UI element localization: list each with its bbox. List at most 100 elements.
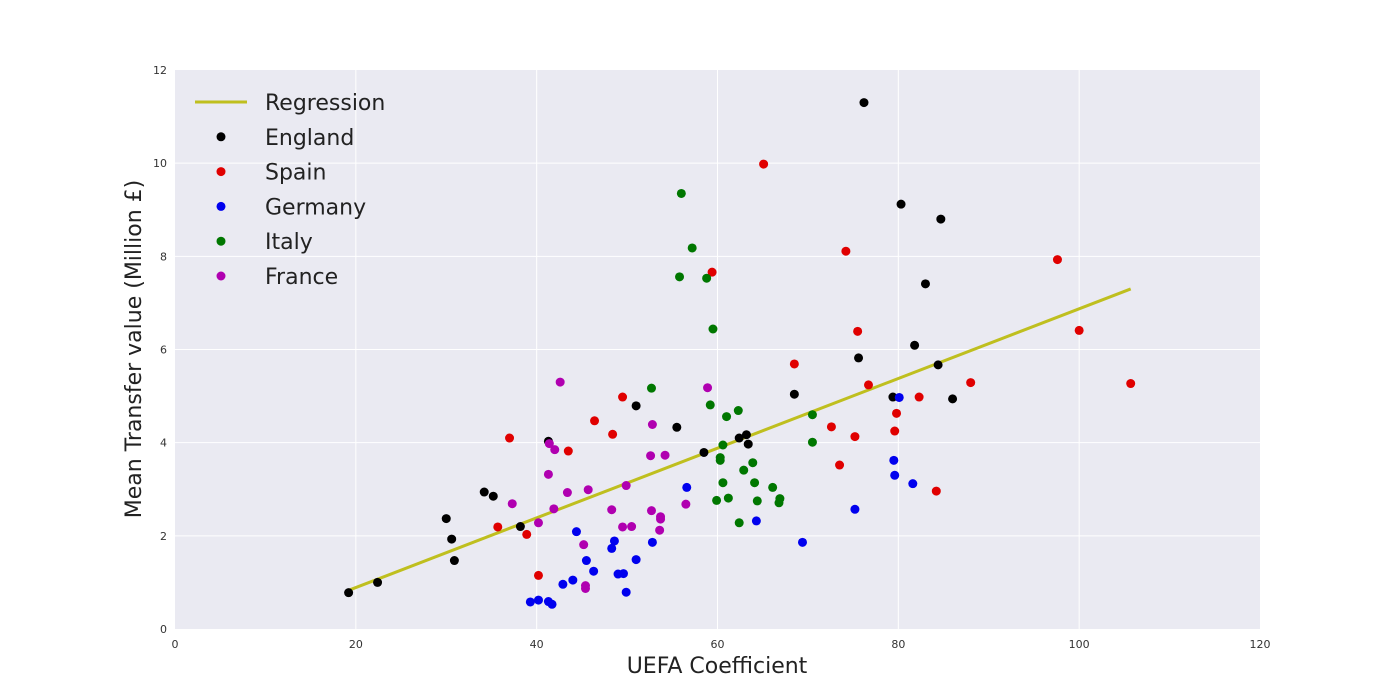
legend-label-england: England [265,126,354,151]
data-point [646,451,656,461]
y-tick-label: 0 [160,623,167,636]
data-point [699,447,709,457]
data-point [705,400,715,410]
legend-swatch-spain [216,167,226,177]
data-point [449,556,459,566]
data-point [718,440,728,450]
data-point [580,583,590,593]
data-point [768,482,778,492]
data-point [558,579,568,589]
legend-swatch-france [216,271,226,281]
x-tick-label: 120 [1250,638,1271,651]
data-point [543,469,553,479]
data-point [734,518,744,528]
data-point [948,394,958,404]
data-point [675,272,685,282]
data-point [627,522,637,532]
y-tick-label: 4 [160,437,167,450]
data-point [631,555,641,565]
data-point [583,485,593,495]
x-axis-title: UEFA Coefficient [627,654,808,679]
data-point [853,326,863,336]
data-point [544,439,554,449]
data-point [702,273,712,283]
data-point [703,383,713,393]
data-point [931,486,941,496]
data-point [618,569,628,579]
legend-label-italy: Italy [265,230,313,255]
data-point [859,98,869,108]
data-point [933,360,943,370]
data-point [607,505,617,515]
data-point [733,406,743,416]
data-point [441,514,451,524]
data-point [533,518,543,528]
data-point [608,429,618,439]
legend-label-france: France [265,265,338,290]
y-tick-label: 12 [153,64,167,77]
data-point [493,522,503,532]
data-point [522,529,532,539]
data-point [682,482,692,492]
data-point [581,556,591,566]
data-point [789,359,799,369]
legend-swatch-germany [216,201,226,211]
series-spain [493,159,1136,580]
data-point [715,455,725,465]
legend-label-germany: Germany [265,195,366,220]
data-point [590,416,600,426]
data-point [734,433,744,443]
data-point [621,587,631,597]
data-point [707,267,717,277]
data-point [579,540,589,550]
data-point [854,353,864,363]
y-tick-label: 6 [160,344,167,357]
data-point [549,504,559,514]
data-point [646,506,656,516]
data-point [748,458,758,468]
data-point [723,493,733,503]
y-tick-label: 2 [160,530,167,543]
data-point [672,422,682,432]
data-point [835,460,845,470]
data-point [525,597,535,607]
series-germany [525,392,918,609]
data-point [1074,325,1084,335]
data-point [488,491,498,501]
data-point [708,324,718,334]
data-point [562,488,572,498]
data-point [618,522,628,532]
data-point [908,479,918,489]
data-point [656,514,666,524]
x-tick-label: 40 [530,638,544,651]
data-point [789,389,799,399]
data-point [621,481,631,491]
y-tick-label: 8 [160,250,167,263]
data-point [507,499,517,509]
data-point [752,496,762,506]
data-point [631,401,641,411]
y-tick-labels: 0 2 4 6 8 10 12 [153,64,167,636]
x-tick-label: 60 [711,638,725,651]
data-point [550,445,560,455]
data-point [373,577,383,587]
y-axis-title: Mean Transfer value (Million £) [122,180,147,518]
data-point [1126,379,1136,389]
data-point [533,595,543,605]
data-point [533,570,543,580]
data-point [655,525,665,535]
data-point [807,437,817,447]
data-point [739,465,749,475]
data-point [563,446,573,456]
data-point [547,599,557,609]
data-point [647,537,657,547]
legend-swatch-england [216,132,226,142]
legend-swatch-italy [216,236,226,246]
x-tick-label: 0 [172,638,179,651]
data-point [914,392,924,402]
data-point [647,419,657,429]
data-point [750,478,760,488]
data-point [894,392,904,402]
data-point [660,450,670,460]
